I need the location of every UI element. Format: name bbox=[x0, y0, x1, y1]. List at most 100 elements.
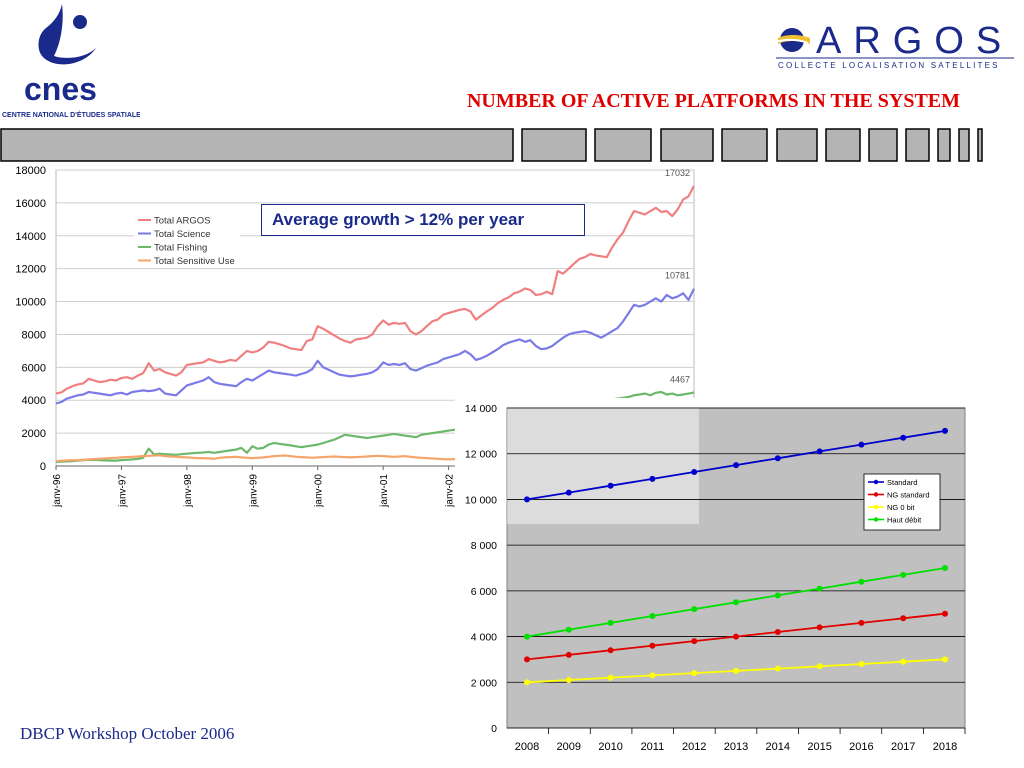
chart1-y-tick-label: 14000 bbox=[15, 231, 46, 243]
chart1-y-tick-label: 8000 bbox=[22, 329, 46, 341]
chart1-y-tick-label: 2000 bbox=[22, 428, 46, 440]
chart1-legend-label: Total Sensitive Use bbox=[154, 256, 235, 267]
chart1-legend-label: Total Science bbox=[154, 229, 211, 240]
strip-block bbox=[594, 128, 652, 162]
strip-block bbox=[0, 128, 514, 162]
chart2-y-tick-label: 0 bbox=[491, 723, 497, 735]
chart2-point-standard bbox=[858, 441, 865, 448]
chart2-x-tick-label: 2012 bbox=[682, 741, 706, 753]
chart1-x-tick-label: janv-02 bbox=[445, 474, 456, 508]
strip-block bbox=[776, 128, 818, 162]
chart1-legend: Total ARGOS Total Science Total Fishing Tot… bbox=[134, 212, 240, 268]
cnes-wordmark: cnes bbox=[24, 71, 97, 107]
chart2-point-ng-0-bit bbox=[691, 670, 698, 677]
chart2-point-standard bbox=[524, 496, 530, 503]
chart2-point-ng-standard bbox=[774, 629, 781, 635]
chart1-end-label: 17032 bbox=[665, 168, 690, 178]
chart2-y-tick-label: 12 000 bbox=[465, 449, 497, 461]
footer-text: DBCP Workshop October 2006 bbox=[20, 724, 235, 743]
chart2-point-haut-d-bit bbox=[524, 633, 530, 640]
strip-block bbox=[977, 128, 983, 162]
argos-logo: ARGOS COLLECTE LOCALISATION SATELLITES bbox=[775, 20, 1014, 70]
chart1-end-label: 4467 bbox=[670, 375, 690, 385]
chart2-point-haut-d-bit bbox=[774, 592, 781, 599]
chart2-x-tick-label: 2008 bbox=[515, 741, 539, 753]
chart2-point-standard bbox=[607, 482, 614, 489]
chart2-x-tick-label: 2009 bbox=[557, 741, 581, 753]
strip-block bbox=[660, 128, 714, 162]
chart1-y-tick-label: 0 bbox=[40, 461, 46, 473]
chart1-x-tick-label: janv-97 bbox=[117, 474, 128, 508]
chart1-x-tick-label: janv-96 bbox=[52, 474, 63, 508]
chart2-legend-label: Standard bbox=[887, 478, 917, 487]
chart2-legend-label: NG standard bbox=[887, 491, 930, 500]
chart2-point-standard bbox=[565, 489, 572, 496]
chart2-point-ng-0-bit bbox=[774, 665, 781, 672]
chart2-legend-label: NG 0 bit bbox=[887, 503, 915, 512]
argos-globe-icon bbox=[775, 28, 810, 52]
chart1-y-tick-label: 6000 bbox=[22, 362, 46, 374]
chart2-point-haut-d-bit bbox=[607, 619, 614, 626]
strip-block bbox=[905, 128, 930, 162]
cnes-swoosh-icon bbox=[38, 4, 96, 65]
chart2-x-tick-label: 2016 bbox=[849, 741, 873, 753]
chart2-x-tick-label: 2018 bbox=[933, 741, 957, 753]
chart2-y-tick-label: 10 000 bbox=[465, 494, 497, 506]
chart2-x-tick-label: 2013 bbox=[724, 741, 748, 753]
chart2-y-tick-label: 2 000 bbox=[471, 677, 497, 689]
chart2-point-standard bbox=[900, 434, 907, 441]
chart2-point-ng-standard bbox=[733, 633, 739, 640]
chart1-x-axis: janv-96 janv-97 janv-98 janv-99 janv-00 janv-… bbox=[52, 466, 456, 508]
strip-block bbox=[937, 128, 951, 162]
cnes-dot-icon bbox=[73, 15, 87, 29]
cnes-subtitle: CENTRE NATIONAL D'ÉTUDES SPATIALES bbox=[2, 110, 140, 119]
chart1-x-tick-label: janv-00 bbox=[314, 474, 325, 508]
chart1-y-tick-label: 10000 bbox=[15, 297, 46, 309]
chart2-legend-label: Haut débit bbox=[887, 516, 922, 525]
argos-wordmark: ARGOS bbox=[816, 20, 1013, 62]
chart2-point-standard bbox=[942, 427, 948, 434]
chart2-y-tick-label: 14 000 bbox=[465, 403, 497, 415]
chart1-y-tick-label: 16000 bbox=[15, 198, 46, 210]
chart2-x-tick-label: 2010 bbox=[598, 741, 622, 753]
chart2-point-ng-standard bbox=[649, 642, 656, 649]
chart1-legend-label: Total Fishing bbox=[154, 243, 207, 254]
chart2-point-ng-standard bbox=[691, 638, 698, 645]
chart1-x-tick-label: janv-98 bbox=[183, 474, 194, 508]
slide-title: NUMBER OF ACTIVE PLATFORMS IN THE SYSTEM bbox=[466, 90, 960, 112]
chart1-x-tick-label: janv-01 bbox=[379, 474, 390, 508]
historical-platforms-chart: 0 2000 4000 6000 8000 10000 12000 14000 16000 180… bbox=[15, 165, 695, 508]
chart1-y-tick-label: 12000 bbox=[15, 264, 46, 276]
chart2-point-ng-standard bbox=[524, 656, 530, 663]
chart2-point-standard bbox=[816, 448, 823, 455]
chart2-point-haut-d-bit bbox=[565, 626, 572, 633]
chart1-y-axis: 0 2000 4000 6000 8000 10000 12000 14000 16000 180… bbox=[15, 165, 46, 473]
chart2-y-tick-label: 8 000 bbox=[471, 540, 497, 552]
chart2-y-tick-label: 6 000 bbox=[471, 586, 497, 598]
decorative-bar-strip bbox=[0, 128, 983, 162]
strip-block bbox=[958, 128, 970, 162]
chart2-point-standard bbox=[691, 469, 698, 475]
chart2-x-tick-label: 2017 bbox=[891, 741, 915, 753]
chart2-point-haut-d-bit bbox=[942, 565, 948, 571]
strip-block bbox=[521, 128, 587, 162]
chart2-point-ng-0-bit bbox=[649, 672, 656, 679]
chart1-end-label: 10781 bbox=[665, 271, 690, 281]
strip-block bbox=[721, 128, 768, 162]
chart2-point-ng-standard bbox=[858, 619, 865, 626]
chart2-gridlines bbox=[507, 407, 965, 729]
chart2-x-axis: 2008 2009 2010 2011 2012 2013 2014 2015 2016 2017… bbox=[515, 728, 966, 753]
chart2-point-ng-0-bit bbox=[565, 677, 572, 683]
chart2-point-ng-standard bbox=[900, 615, 907, 622]
chart2-series bbox=[524, 427, 948, 686]
chart2-x-tick-label: 2011 bbox=[641, 741, 665, 753]
chart1-x-tick-label: janv-99 bbox=[248, 474, 259, 508]
chart2-point-standard bbox=[649, 475, 656, 482]
chart2-point-ng-0-bit bbox=[900, 658, 907, 665]
chart2-point-standard bbox=[774, 455, 781, 462]
chart2-point-haut-d-bit bbox=[733, 599, 739, 606]
chart2-point-standard bbox=[733, 462, 739, 469]
chart2-x-tick-label: 2014 bbox=[766, 741, 790, 753]
chart2-highlight-overlay bbox=[507, 408, 699, 524]
chart2-point-ng-standard bbox=[607, 647, 614, 654]
